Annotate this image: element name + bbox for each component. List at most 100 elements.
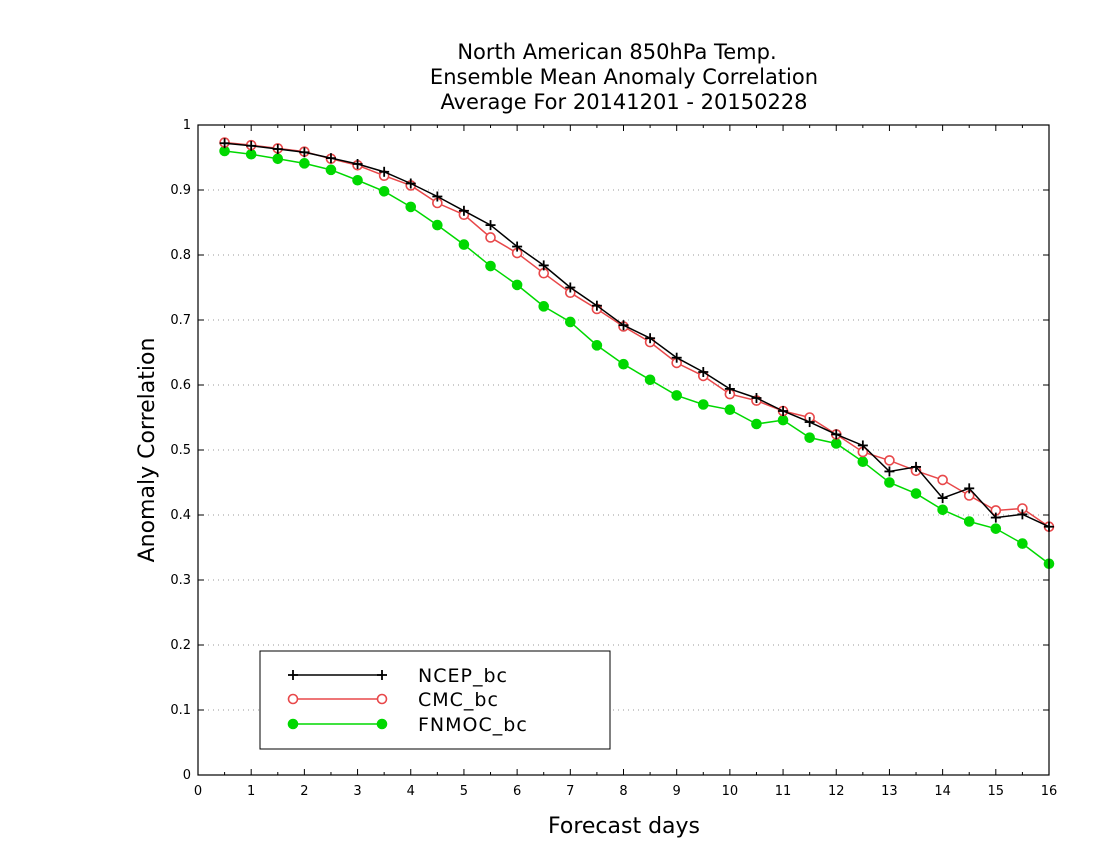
data-point-fnmoc-bc xyxy=(724,404,736,416)
data-point-ncep-bc xyxy=(937,493,948,504)
data-point-fnmoc-bc xyxy=(591,340,603,351)
legend-label: FNMOC_bc xyxy=(418,714,528,736)
data-point-ncep-bc xyxy=(831,429,842,440)
data-point-fnmoc-bc xyxy=(910,488,922,499)
data-point-fnmoc-bc xyxy=(511,279,523,291)
data-point-ncep-bc xyxy=(990,512,1001,523)
legend-marker xyxy=(376,718,388,730)
data-point-ncep-bc xyxy=(485,220,496,231)
x-tick-label: 10 xyxy=(722,784,739,799)
data-point-fnmoc-bc xyxy=(405,201,417,213)
data-point-ncep-bc xyxy=(751,393,762,403)
x-tick-label: 16 xyxy=(1041,784,1058,799)
series-line-fnmoc-bc xyxy=(224,150,1050,565)
data-point-fnmoc-bc xyxy=(432,219,443,231)
x-tick-label: 1 xyxy=(247,784,255,799)
data-point-ncep-bc xyxy=(512,241,523,252)
x-tick-label: 11 xyxy=(775,784,792,799)
y-axis-label: Anomaly Correlation xyxy=(135,338,160,563)
data-point-fnmoc-bc xyxy=(565,316,576,328)
data-point-cmc-bc xyxy=(884,455,895,466)
title-line-2: Ensemble Mean Anomaly Correlation xyxy=(430,65,818,89)
x-tick-label: 8 xyxy=(619,784,627,799)
data-point-fnmoc-bc xyxy=(751,418,762,430)
y-tick-label: 0.2 xyxy=(170,638,191,653)
x-tick-label: 15 xyxy=(988,784,1005,799)
legend-item-ncep-bc: NCEP_bc xyxy=(288,665,508,687)
y-tick-label: 0.7 xyxy=(170,313,191,328)
data-point-ncep-bc xyxy=(405,178,416,189)
title-line-1: North American 850hPa Temp. xyxy=(457,40,776,64)
plot-frame xyxy=(197,124,1050,776)
data-point-ncep-bc xyxy=(724,383,735,394)
data-point-ncep-bc xyxy=(591,300,602,311)
y-tick-label: 0.3 xyxy=(170,573,191,588)
title-line-3: Average For 20141201 - 20150228 xyxy=(440,90,807,114)
legend-label: CMC_bc xyxy=(418,689,499,711)
data-point-cmc-bc xyxy=(485,232,496,243)
data-point-ncep-bc xyxy=(565,282,576,293)
x-tick-label: 6 xyxy=(513,784,521,799)
data-point-fnmoc-bc xyxy=(458,239,470,250)
legend-marker xyxy=(287,693,299,705)
x-tick-label: 5 xyxy=(460,784,468,799)
y-tick-label: 0.5 xyxy=(170,443,191,458)
data-point-fnmoc-bc xyxy=(644,374,656,386)
data-point-ncep-bc xyxy=(857,440,868,451)
data-point-fnmoc-bc xyxy=(777,414,789,426)
legend-marker xyxy=(287,718,299,730)
data-point-ncep-bc xyxy=(645,333,656,344)
data-point-fnmoc-bc xyxy=(378,186,390,197)
data-point-fnmoc-bc xyxy=(325,164,337,176)
series-fnmoc-bc xyxy=(219,145,1055,570)
y-tick-label: 0.4 xyxy=(170,508,191,523)
data-point-ncep-bc xyxy=(911,461,922,472)
data-point-ncep-bc xyxy=(964,483,975,494)
x-tick-label: 13 xyxy=(881,784,898,799)
series-cmc-bc xyxy=(219,137,1055,533)
y-axis-ticks: 0 0.1 0.2 0.3 0.4 0.5 0.6 0.7 0.8 0.9 1 xyxy=(170,118,1049,783)
x-tick-label: 0 xyxy=(194,784,202,799)
data-point-fnmoc-bc xyxy=(857,456,869,468)
data-point-fnmoc-bc xyxy=(485,260,496,272)
data-point-cmc-bc xyxy=(937,474,948,486)
data-point-ncep-bc xyxy=(246,140,257,151)
data-point-fnmoc-bc xyxy=(352,174,363,186)
data-point-fnmoc-bc xyxy=(937,504,948,516)
data-point-ncep-bc xyxy=(671,352,682,363)
data-point-fnmoc-bc xyxy=(697,399,709,410)
y-tick-label: 0.9 xyxy=(170,183,191,198)
data-point-fnmoc-bc xyxy=(884,477,895,488)
data-point-fnmoc-bc xyxy=(671,390,682,401)
data-point-fnmoc-bc xyxy=(245,148,257,160)
x-tick-label: 9 xyxy=(673,784,681,799)
x-tick-label: 3 xyxy=(353,784,361,799)
x-tick-label: 7 xyxy=(566,784,574,799)
legend-item-cmc-bc: CMC_bc xyxy=(287,689,499,711)
data-point-fnmoc-bc xyxy=(272,153,284,165)
data-point-ncep-bc xyxy=(379,166,390,177)
legend-box xyxy=(259,650,611,750)
series-layer xyxy=(219,137,1055,570)
series-ncep-bc xyxy=(219,138,1054,532)
data-point-fnmoc-bc xyxy=(963,516,975,527)
y-tick-label: 0.6 xyxy=(170,378,191,393)
chart-title: North American 850hPa Temp. Ensemble Mea… xyxy=(430,40,818,114)
legend-label: NCEP_bc xyxy=(418,665,508,687)
data-point-ncep-bc xyxy=(458,205,469,216)
data-point-fnmoc-bc xyxy=(618,358,629,370)
y-tick-label: 0 xyxy=(183,768,191,783)
data-point-ncep-bc xyxy=(299,147,310,158)
data-point-ncep-bc xyxy=(352,159,363,169)
data-point-ncep-bc xyxy=(272,144,283,155)
data-point-ncep-bc xyxy=(1017,509,1028,520)
data-point-fnmoc-bc xyxy=(830,438,842,449)
legend-item-fnmoc-bc: FNMOC_bc xyxy=(287,714,528,736)
data-point-ncep-bc xyxy=(884,466,895,477)
data-point-fnmoc-bc xyxy=(990,523,1002,534)
data-point-ncep-bc xyxy=(804,417,815,428)
data-point-fnmoc-bc xyxy=(1017,538,1028,549)
gridlines xyxy=(198,189,1049,711)
